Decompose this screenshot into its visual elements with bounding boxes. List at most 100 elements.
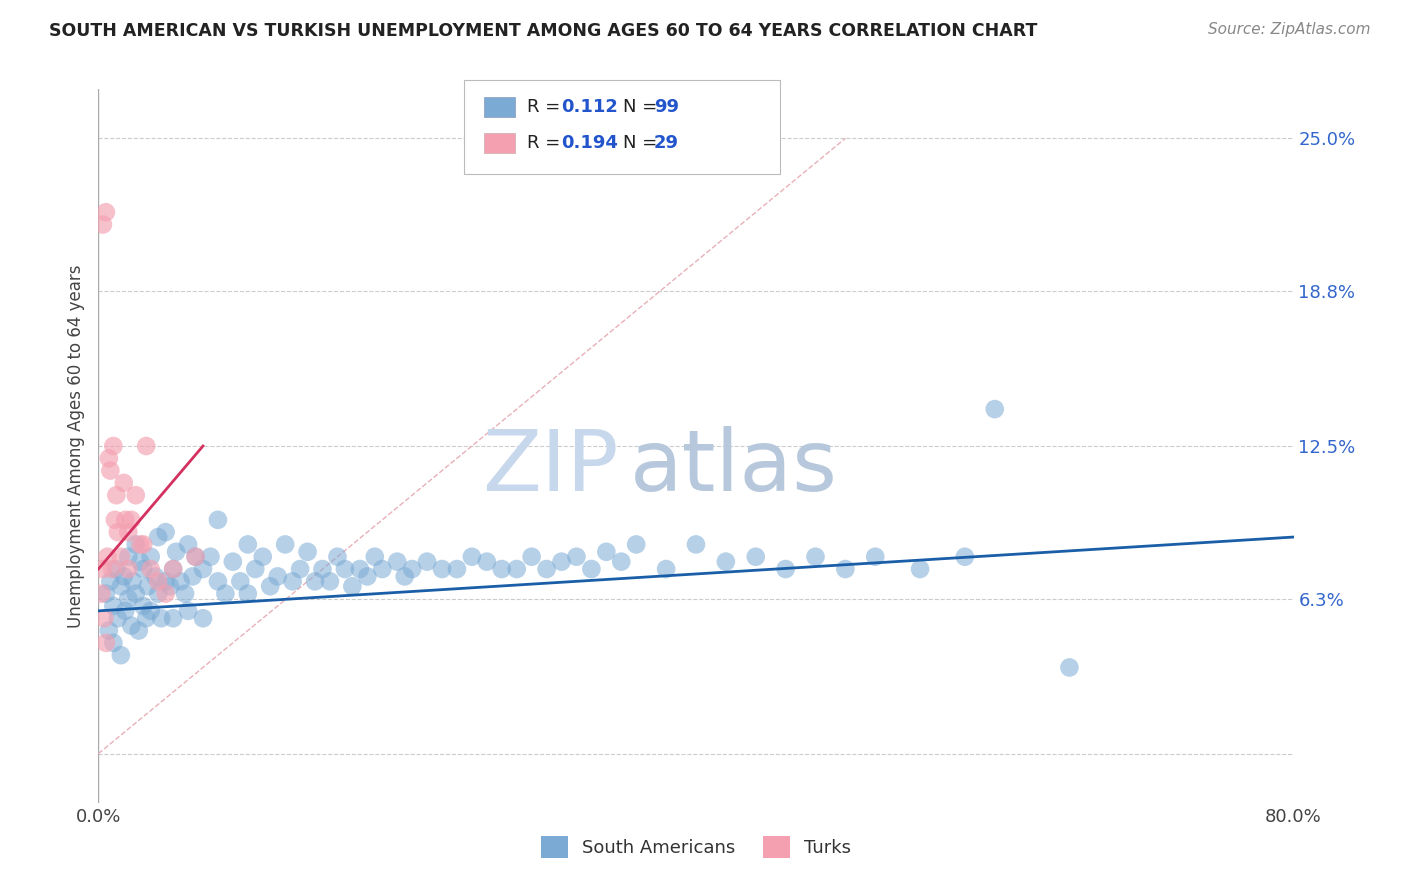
Point	[333, 562, 356, 576]
Point	[349, 562, 371, 576]
Text: R =: R =	[527, 98, 567, 116]
Point	[214, 587, 236, 601]
Point	[132, 562, 155, 576]
Point	[91, 562, 114, 576]
Point	[148, 587, 170, 601]
Point	[155, 587, 177, 601]
Point	[150, 611, 173, 625]
Point	[908, 562, 931, 576]
Point	[595, 545, 617, 559]
Text: atlas: atlas	[630, 425, 838, 509]
Point	[139, 549, 162, 564]
Point	[136, 579, 159, 593]
Point	[222, 555, 245, 569]
Point	[120, 513, 142, 527]
Point	[125, 537, 148, 551]
Point	[184, 549, 207, 564]
Point	[155, 525, 177, 540]
Point	[105, 562, 128, 576]
Text: Source: ZipAtlas.com: Source: ZipAtlas.com	[1208, 22, 1371, 37]
Point	[112, 475, 135, 490]
Text: 99: 99	[654, 98, 679, 116]
Point	[520, 549, 543, 564]
Point	[1059, 660, 1081, 674]
Point	[117, 549, 139, 564]
Point	[184, 549, 207, 564]
Point	[107, 611, 129, 625]
Point	[103, 439, 125, 453]
Point	[229, 574, 252, 589]
Point	[90, 587, 112, 601]
Point	[177, 537, 200, 551]
Point	[103, 636, 125, 650]
Point	[148, 530, 170, 544]
Point	[610, 555, 633, 569]
Point	[259, 579, 281, 593]
Point	[132, 537, 155, 551]
Point	[311, 562, 333, 576]
Point	[685, 537, 707, 551]
Point	[416, 555, 439, 569]
Point	[125, 488, 148, 502]
Point	[714, 555, 737, 569]
Point	[475, 555, 498, 569]
Point	[191, 611, 214, 625]
Point	[121, 574, 143, 589]
Point	[162, 562, 184, 576]
Point	[103, 599, 125, 613]
Point	[371, 562, 394, 576]
Point	[162, 611, 184, 625]
Point	[101, 562, 124, 576]
Point	[267, 569, 290, 583]
Point	[461, 549, 484, 564]
Point	[148, 574, 170, 589]
Point	[536, 562, 558, 576]
Point	[385, 555, 409, 569]
Point	[159, 579, 181, 593]
Point	[491, 562, 513, 576]
Text: 29: 29	[654, 134, 679, 152]
Point	[245, 562, 267, 576]
Point	[304, 574, 326, 589]
Point	[97, 624, 120, 638]
Point	[98, 574, 122, 589]
Point	[112, 569, 135, 583]
Point	[207, 513, 229, 527]
Point	[169, 574, 191, 589]
Text: 0.194: 0.194	[561, 134, 617, 152]
Point	[200, 549, 222, 564]
Point	[288, 562, 311, 576]
Text: ZIP: ZIP	[482, 425, 619, 509]
Point	[93, 611, 115, 625]
Point	[953, 549, 976, 564]
Point	[446, 562, 468, 576]
Point	[105, 488, 128, 502]
Point	[132, 599, 155, 613]
Point	[125, 587, 148, 601]
Point	[804, 549, 827, 564]
Point	[120, 618, 142, 632]
Point	[626, 537, 648, 551]
Point	[297, 545, 319, 559]
Point	[97, 451, 120, 466]
Point	[139, 604, 162, 618]
Point	[834, 562, 856, 576]
Point	[274, 537, 297, 551]
Point	[356, 569, 378, 583]
Point	[96, 549, 118, 564]
Point	[174, 587, 197, 601]
Point	[117, 591, 139, 606]
Point	[114, 604, 136, 618]
Point	[252, 549, 274, 564]
Point	[319, 574, 342, 589]
Point	[745, 549, 768, 564]
Point	[98, 464, 122, 478]
Point	[162, 562, 184, 576]
Point	[401, 562, 423, 576]
Point	[236, 537, 259, 551]
Point	[129, 537, 152, 551]
Point	[506, 562, 529, 576]
Point	[655, 562, 678, 576]
Point	[110, 549, 132, 564]
Point	[117, 562, 139, 576]
